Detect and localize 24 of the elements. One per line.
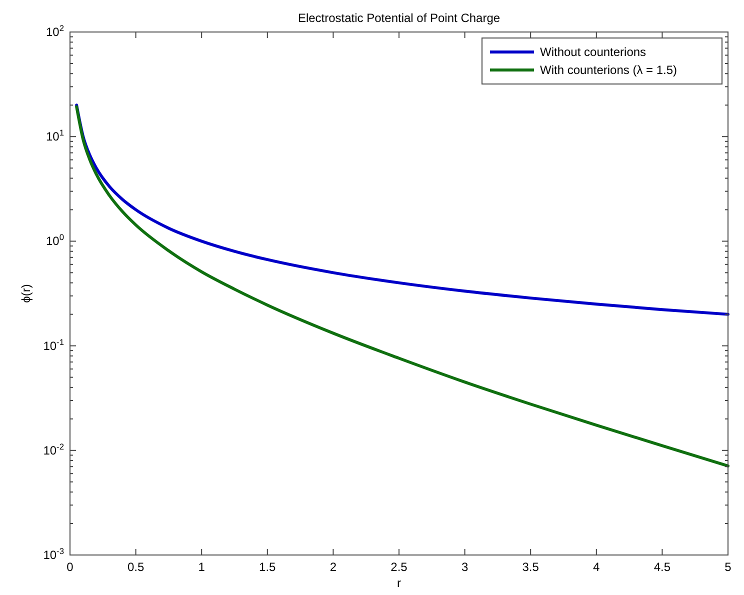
x-tick-label: 2 xyxy=(330,560,337,574)
legend-label: With counterions (λ = 1.5) xyxy=(540,63,678,77)
x-tick-label: 4 xyxy=(593,560,600,574)
x-tick-label: 4.5 xyxy=(654,560,671,574)
y-tick-label: 10$^{-1}$ xyxy=(43,336,64,353)
x-tick-label: 3 xyxy=(461,560,468,574)
y-tick-label: 10$^{2}$ xyxy=(46,23,64,39)
x-tick-label: 3.5 xyxy=(522,560,540,574)
x-tick-label: 1.5 xyxy=(259,560,276,574)
x-tick-label: 0.5 xyxy=(127,560,144,574)
y-tick-label: 10$^{1}$ xyxy=(46,128,64,144)
y-tick-label: 10$^{0}$ xyxy=(46,232,64,248)
legend-label: Without counterions xyxy=(540,45,646,59)
x-tick-label: 5 xyxy=(724,560,732,574)
x-tick-label: 0 xyxy=(66,560,74,574)
x-axis-title: r xyxy=(397,576,401,590)
y-tick-label: 10$^{-3}$ xyxy=(43,546,64,562)
y-axis-title: ϕ(r) xyxy=(19,284,33,303)
line-series xyxy=(75,105,730,468)
x-tick-label: 1 xyxy=(198,560,206,574)
chart-title: Electrostatic Potential of Point Charge xyxy=(298,11,500,25)
line-series xyxy=(75,104,730,316)
y-tick-label: 10$^{-2}$ xyxy=(43,441,64,458)
x-tick-label: 2.5 xyxy=(390,560,408,574)
